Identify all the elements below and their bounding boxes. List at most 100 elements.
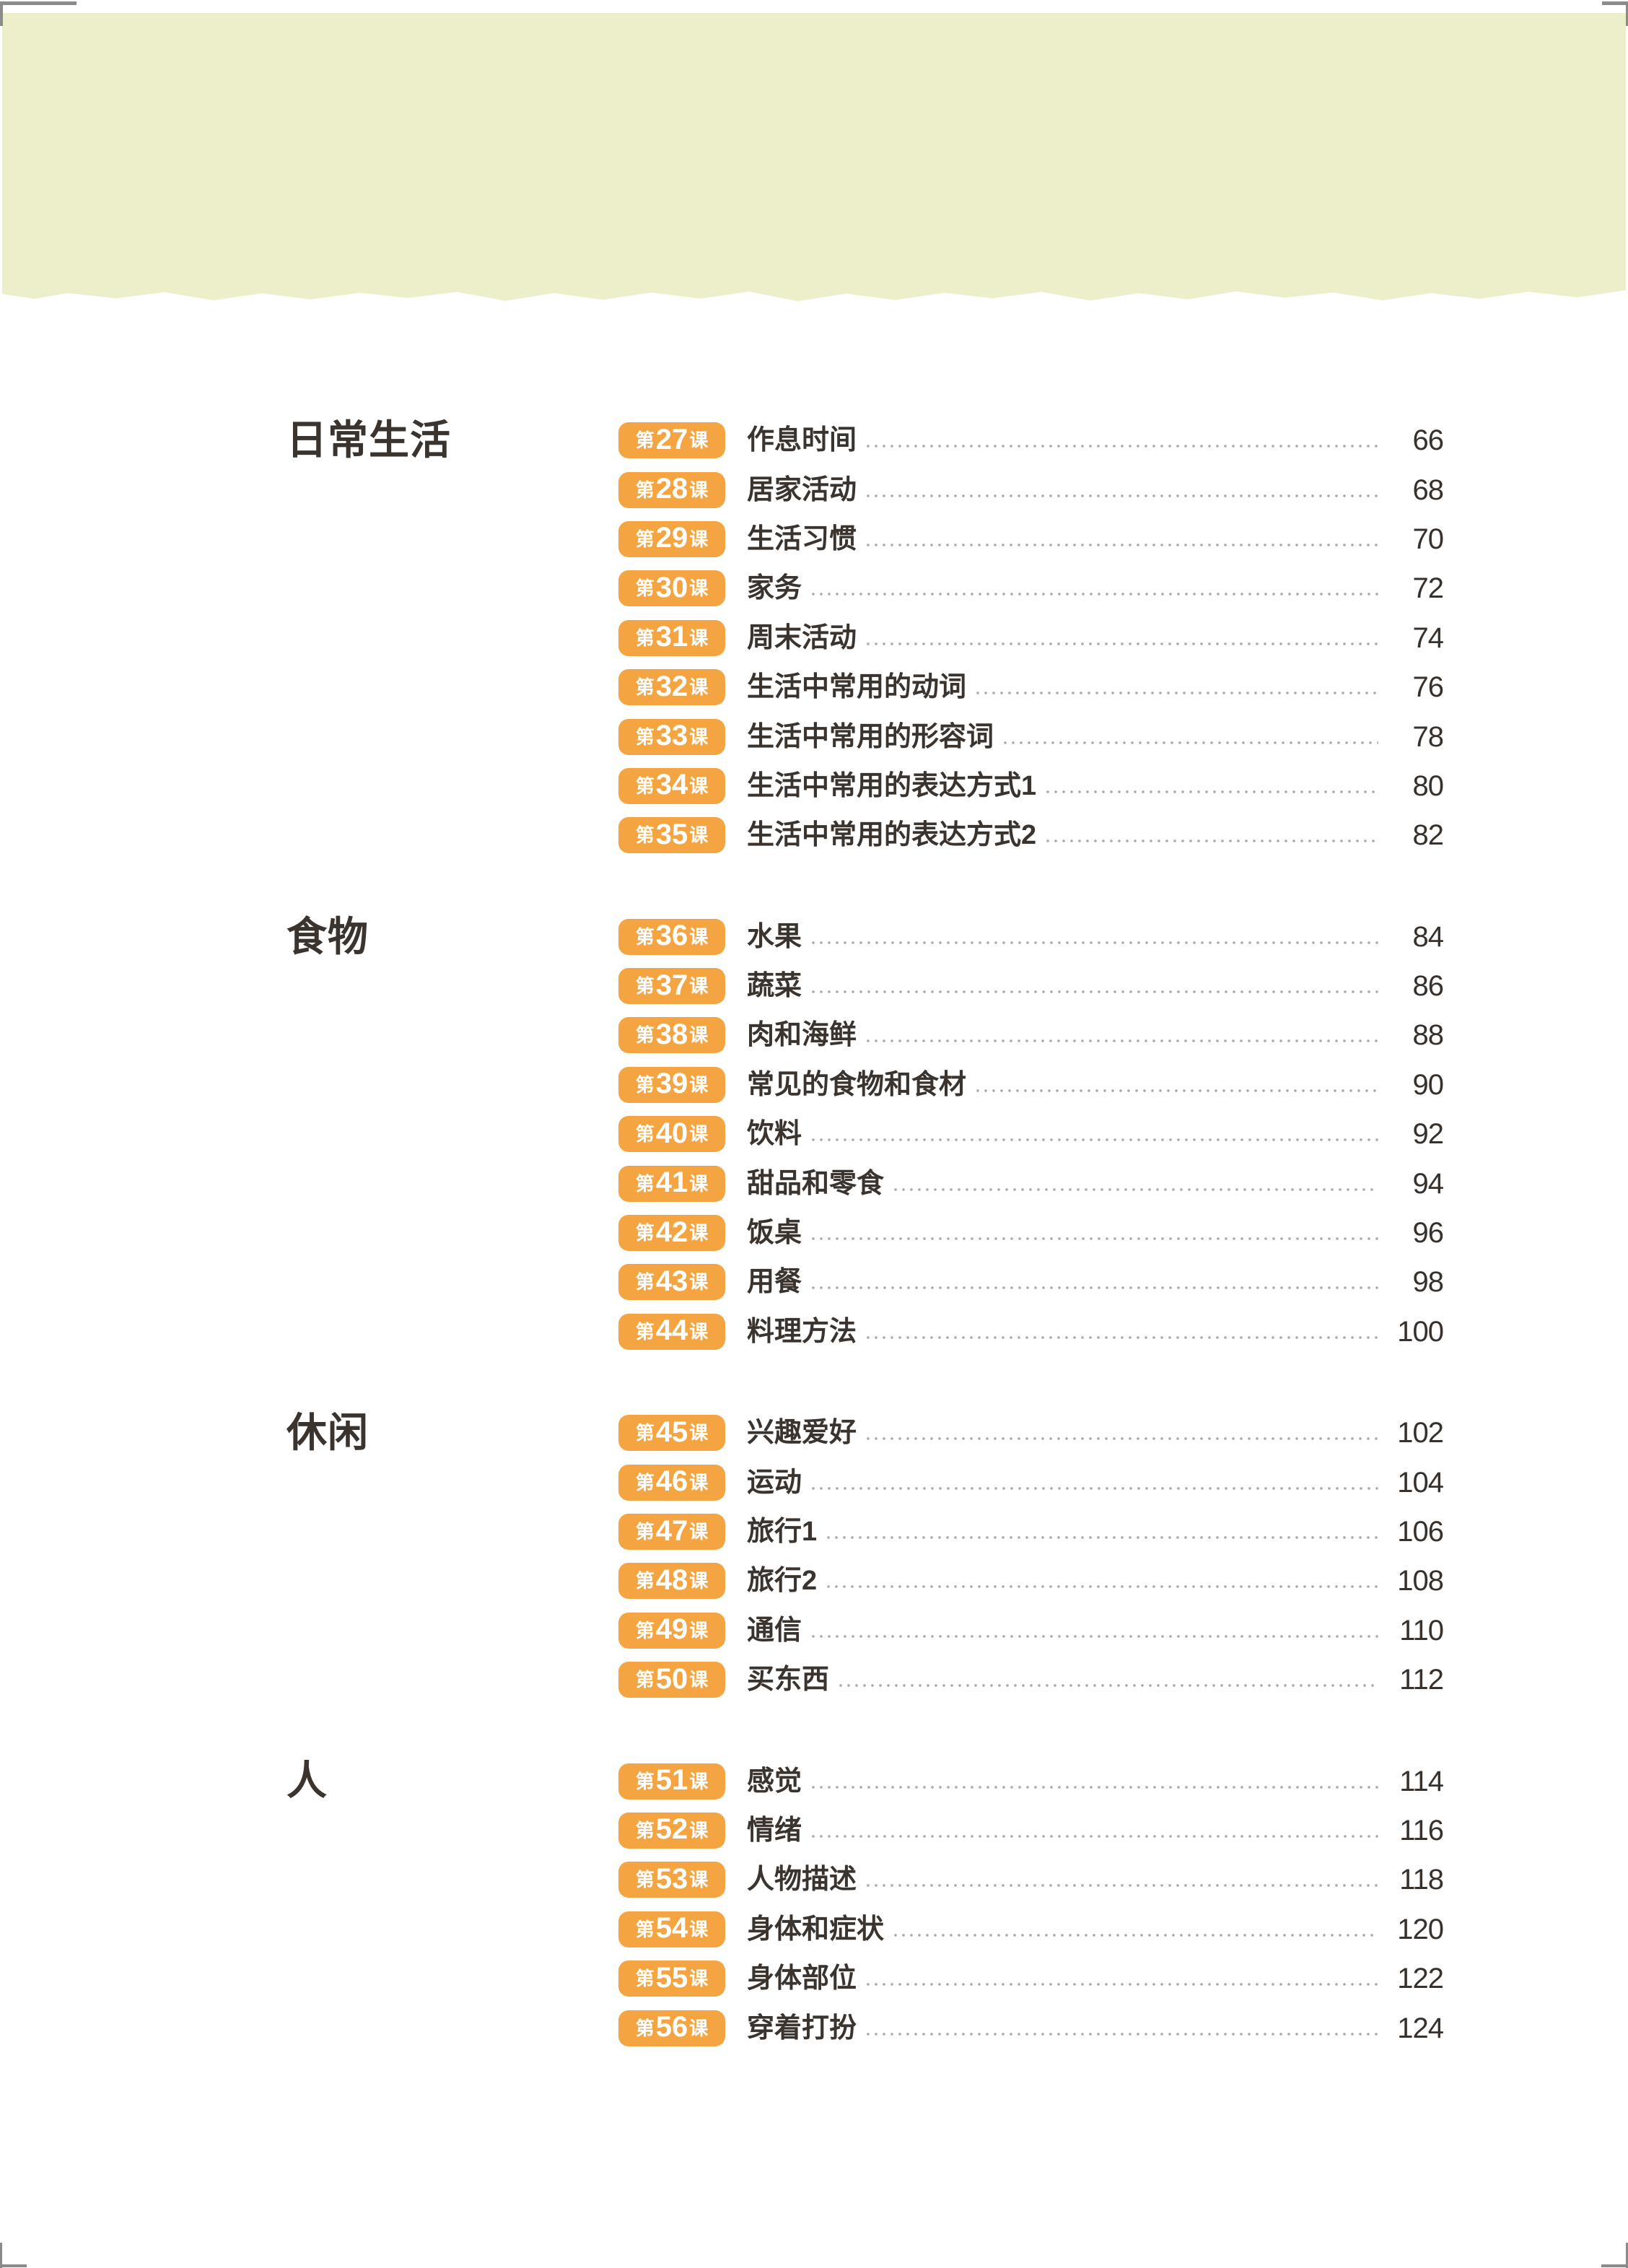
- badge-number: 34: [655, 769, 688, 801]
- corner-mark-top-right: [1626, 1, 1628, 26]
- dot-leader: [812, 1286, 1378, 1291]
- lesson-title: 穿着打扮: [747, 2012, 857, 2044]
- lesson-title: 旅行1: [747, 1517, 818, 1547]
- badge-number: 53: [655, 1862, 688, 1895]
- badge-suffix: 课: [689, 1619, 709, 1641]
- badge-suffix: 课: [689, 1024, 709, 1047]
- lesson-row: 第 52 课 情绪 116: [618, 1806, 1444, 1855]
- corner-mark-top-left: [0, 1, 3, 26]
- badge-number: 30: [655, 571, 688, 603]
- badge-suffix: 课: [689, 775, 709, 797]
- badge-number: 51: [655, 1764, 688, 1797]
- dot-leader: [812, 1237, 1378, 1242]
- badge-suffix: 课: [689, 1271, 709, 1294]
- page-number: 116: [1399, 1814, 1444, 1846]
- lesson-title: 生活中常用的动词: [747, 672, 967, 703]
- dot-leader: [976, 1088, 1378, 1093]
- lesson-row: 第 48 课 旅行2 108: [618, 1556, 1444, 1605]
- section-rows: 第 36 课 水果 84 第 37 课 蔬菜 86 第 38 课 肉和海鲜 88…: [618, 912, 1445, 1357]
- corner-mark-bottom-right: [1626, 2243, 1628, 2268]
- lesson-badge: 第 35 课: [618, 817, 725, 854]
- lesson-badge: 第 37 课: [618, 968, 725, 1005]
- dot-leader: [894, 1187, 1378, 1192]
- page-number: 106: [1397, 1516, 1444, 1548]
- badge-prefix: 第: [635, 725, 655, 748]
- lesson-badge: 第 29 课: [618, 520, 725, 557]
- dot-leader: [867, 1436, 1378, 1442]
- page-number: 80: [1412, 769, 1445, 802]
- dot-leader: [1046, 789, 1378, 794]
- badge-suffix: 课: [689, 1968, 709, 1990]
- section-title: 休闲: [286, 1410, 369, 1456]
- lesson-title: 甜品和零食: [747, 1168, 885, 1199]
- badge-number: 56: [655, 2011, 688, 2044]
- corner-mark-top-right: [1602, 1, 1628, 5]
- lesson-badge: 第 51 课: [618, 1763, 725, 1800]
- lesson-title: 生活中常用的表达方式2: [747, 820, 1037, 851]
- badge-number: 28: [655, 473, 688, 505]
- lesson-row: 第 29 课 生活习惯 70: [618, 515, 1444, 564]
- page-number: 100: [1397, 1315, 1444, 1348]
- corner-mark-top-left: [0, 1, 76, 5]
- dot-leader: [812, 1833, 1378, 1839]
- badge-number: 54: [655, 1912, 688, 1945]
- lesson-title: 生活中常用的表达方式1: [747, 770, 1037, 801]
- badge-number: 55: [655, 1961, 688, 1994]
- page-number: 118: [1399, 1864, 1444, 1896]
- badge-prefix: 第: [635, 1222, 655, 1244]
- dot-leader: [867, 1039, 1378, 1044]
- lesson-title: 水果: [747, 921, 802, 952]
- lesson-badge: 第 54 课: [618, 1911, 725, 1948]
- lesson-row: 第 50 课 买东西 112: [618, 1655, 1444, 1704]
- lesson-badge: 第 30 课: [618, 570, 725, 607]
- lesson-badge: 第 49 课: [618, 1612, 725, 1649]
- badge-suffix: 课: [689, 627, 709, 649]
- lesson-title: 周末活动: [747, 622, 857, 653]
- corner-mark-bottom-left: [0, 2264, 27, 2267]
- page-number: 98: [1412, 1266, 1445, 1299]
- badge-prefix: 第: [635, 775, 655, 797]
- page-number: 66: [1412, 424, 1445, 457]
- lesson-row: 第 37 课 蔬菜 86: [618, 961, 1445, 1011]
- lesson-badge: 第 47 课: [618, 1514, 725, 1550]
- lesson-title: 旅行2: [747, 1566, 818, 1597]
- badge-prefix: 第: [635, 1918, 655, 1940]
- page-number: 74: [1412, 621, 1445, 654]
- badge-prefix: 第: [635, 577, 655, 600]
- lesson-row: 第 36 课 水果 84: [618, 912, 1444, 961]
- badge-suffix: 课: [689, 1669, 709, 1691]
- lesson-row: 第 53 课 人物描述 118: [618, 1855, 1444, 1904]
- lesson-badge: 第 27 课: [618, 422, 725, 459]
- page-number: 102: [1397, 1417, 1444, 1449]
- badge-suffix: 课: [689, 676, 709, 699]
- dot-leader: [812, 1784, 1378, 1789]
- badge-suffix: 课: [689, 725, 709, 748]
- page-number: 68: [1412, 474, 1445, 506]
- dot-leader: [812, 1634, 1378, 1639]
- section-rows: 第 51 课 感觉 114 第 52 课 情绪 116 第 53 课 人物描述 …: [618, 1756, 1444, 2052]
- lesson-title: 家务: [747, 573, 802, 604]
- lesson-row: 第 44 课 料理方法 100: [618, 1307, 1444, 1356]
- lesson-row: 第 30 课 家务 72: [618, 564, 1444, 613]
- lesson-row: 第 31 课 周末活动 74: [618, 614, 1445, 663]
- badge-prefix: 第: [635, 1123, 655, 1146]
- page-number: 86: [1412, 970, 1445, 1003]
- badge-suffix: 课: [689, 1123, 709, 1146]
- badge-prefix: 第: [635, 2017, 655, 2039]
- lesson-row: 第 54 课 身体和症状 120: [618, 1905, 1444, 1954]
- dot-leader: [867, 1982, 1378, 1987]
- lesson-badge: 第 46 课: [618, 1464, 725, 1501]
- badge-suffix: 课: [689, 1222, 709, 1244]
- lesson-row: 第 41 课 甜品和零食 94: [618, 1159, 1444, 1208]
- lesson-title: 生活中常用的形容词: [747, 721, 994, 752]
- badge-prefix: 第: [635, 1024, 655, 1047]
- lesson-badge: 第 55 课: [618, 1960, 725, 1997]
- dot-leader: [827, 1535, 1378, 1540]
- badge-number: 52: [655, 1813, 688, 1846]
- badge-suffix: 课: [689, 824, 709, 847]
- badge-number: 44: [655, 1314, 688, 1347]
- dot-leader: [1046, 839, 1378, 844]
- corner-mark-bottom-left: [0, 2243, 2, 2268]
- lesson-row: 第 56 课 穿着打扮 124: [618, 2003, 1444, 2052]
- badge-suffix: 课: [689, 925, 709, 948]
